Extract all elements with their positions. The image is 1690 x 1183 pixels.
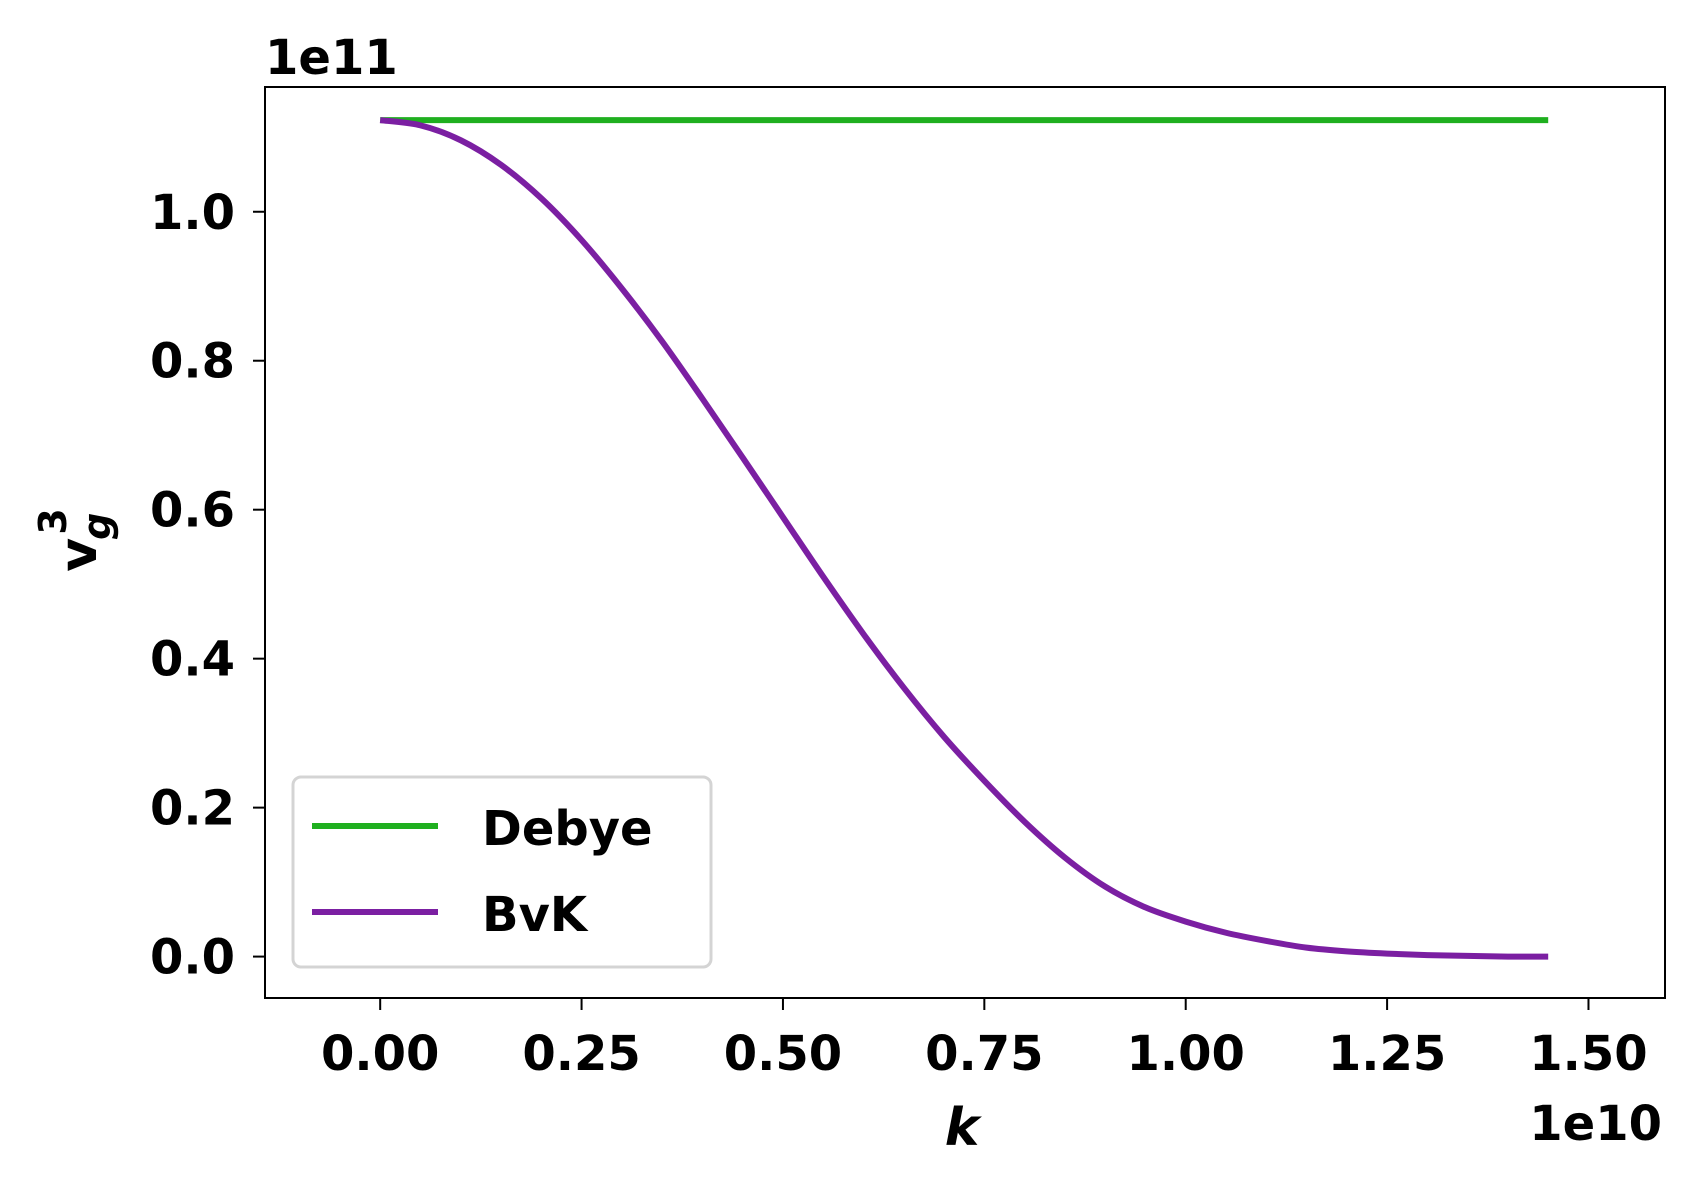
x-tick-label: 0.00 bbox=[321, 1026, 439, 1082]
y-axis-ticks: 0.0 0.2 0.4 0.6 0.8 1.0 bbox=[150, 185, 265, 986]
x-tick-label: 1.00 bbox=[1126, 1026, 1244, 1082]
y-tick-label: 0.2 bbox=[150, 781, 235, 837]
x-tick-label: 1.50 bbox=[1529, 1026, 1647, 1082]
x-tick-label: 1.25 bbox=[1328, 1026, 1446, 1082]
x-offset-label: 1e10 bbox=[1529, 1096, 1662, 1152]
y-axis-label-sub: g bbox=[75, 513, 119, 540]
plot-frame bbox=[264, 86, 1666, 999]
series-layer bbox=[379, 117, 1549, 960]
x-tick-label: 0.25 bbox=[522, 1026, 640, 1082]
legend: Debye BvK bbox=[291, 775, 713, 969]
y-tick-label: 0.0 bbox=[150, 930, 235, 986]
y-offset-label: 1e11 bbox=[265, 30, 398, 86]
y-tick-label: 1.0 bbox=[150, 185, 235, 241]
y-axis-label-sup: 3 bbox=[31, 508, 75, 534]
series-line-bvk bbox=[379, 117, 1549, 960]
x-axis-ticks: 0.00 0.25 0.50 0.75 1.00 1.25 1.50 bbox=[321, 998, 1648, 1082]
y-tick-label: 0.8 bbox=[150, 334, 235, 390]
y-tick-label: 0.4 bbox=[150, 632, 235, 688]
y-axis-label: vg3 bbox=[31, 508, 119, 572]
legend-label-bvk: BvK bbox=[482, 887, 589, 943]
x-tick-label: 0.75 bbox=[925, 1026, 1043, 1082]
x-axis-label: k bbox=[945, 1098, 983, 1158]
svg-text:vg3: vg3 bbox=[31, 508, 119, 572]
y-tick-label: 0.6 bbox=[150, 483, 235, 539]
x-tick-label: 0.50 bbox=[724, 1026, 842, 1082]
y-axis-label-base: v bbox=[49, 538, 109, 572]
legend-label-debye: Debye bbox=[482, 801, 653, 857]
